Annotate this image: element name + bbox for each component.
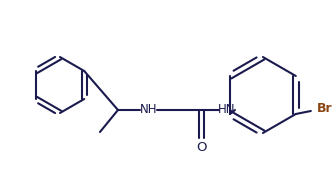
Text: NH: NH bbox=[140, 103, 158, 117]
Text: O: O bbox=[197, 142, 207, 154]
Text: HN: HN bbox=[218, 103, 236, 117]
Text: Br: Br bbox=[317, 102, 332, 115]
